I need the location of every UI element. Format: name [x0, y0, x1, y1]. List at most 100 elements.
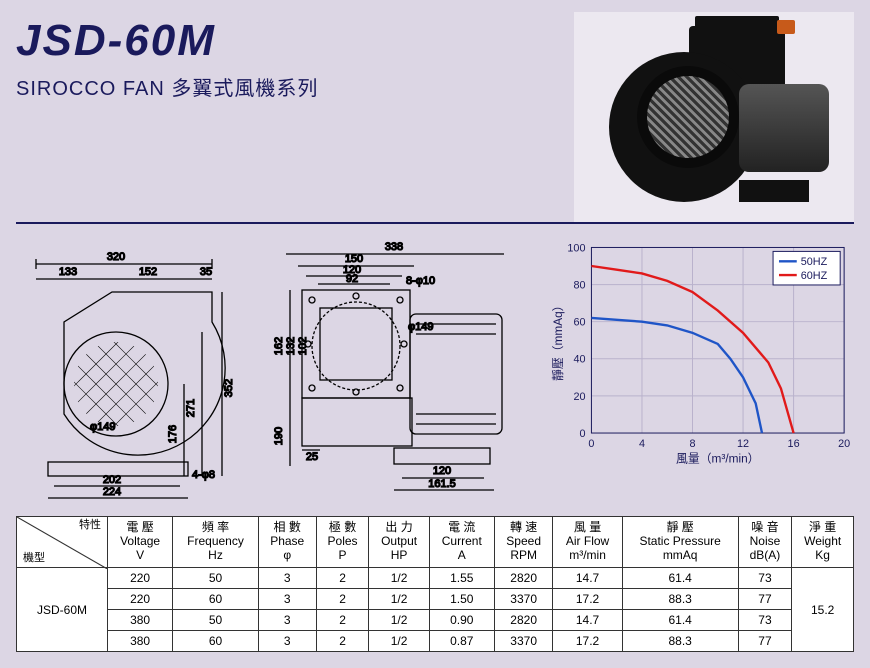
- spec-cell: 50: [173, 568, 259, 589]
- spec-cell: 380: [108, 610, 173, 631]
- title-block: JSD-60M SIROCCO FAN 多翼式風機系列: [16, 16, 318, 109]
- dim-phi149-side: φ149: [408, 321, 434, 333]
- svg-text:16: 16: [788, 438, 800, 450]
- svg-text:0: 0: [579, 428, 585, 440]
- dim-phi149-front: φ149: [90, 421, 116, 433]
- spec-cell: 77: [738, 589, 792, 610]
- svg-text:20: 20: [573, 391, 585, 403]
- col-header: 出 力OutputHP: [369, 517, 429, 568]
- dim-190: 190: [273, 427, 285, 445]
- spec-cell: 60: [173, 631, 259, 652]
- hole-8phi10: 8-φ10: [406, 275, 435, 287]
- spec-cell: 50: [173, 610, 259, 631]
- spec-cell: 3: [258, 631, 316, 652]
- table-row: JSD-60M22050321/21.55282014.761.47315.2: [17, 568, 854, 589]
- col-header: 靜 壓Static PressuremmAq: [622, 517, 738, 568]
- spec-cell: 17.2: [553, 631, 622, 652]
- dim-161-5: 161.5: [428, 478, 456, 490]
- subtitle-zh: 多翼式風機系列: [171, 78, 318, 100]
- dim-202: 202: [103, 474, 121, 486]
- technical-drawings: 320 133 152 35 φ149 352 271 176: [16, 234, 536, 504]
- dim-338: 338: [385, 241, 403, 253]
- performance-chart: 048121620020406080100風量（m³/min）靜壓（mmAq）5…: [548, 234, 854, 504]
- spec-cell: 3370: [494, 589, 553, 610]
- dim-102: 102: [297, 337, 309, 355]
- spec-cell: 0.90: [429, 610, 494, 631]
- table-row: 22060321/21.50337017.288.377: [17, 589, 854, 610]
- dim-120-base: 120: [433, 465, 451, 477]
- spec-cell: 1/2: [369, 568, 429, 589]
- spec-cell: 60: [173, 589, 259, 610]
- spec-cell: 61.4: [622, 610, 738, 631]
- col-header: 轉 速SpeedRPM: [494, 517, 553, 568]
- dim-224: 224: [103, 486, 121, 498]
- svg-text:風量（m³/min）: 風量（m³/min）: [676, 452, 759, 466]
- svg-text:靜壓（mmAq）: 靜壓（mmAq）: [551, 299, 565, 381]
- dim-176: 176: [167, 425, 179, 443]
- spec-cell: 2: [316, 568, 369, 589]
- model-title: JSD-60M: [16, 16, 318, 66]
- spec-cell: 3: [258, 589, 316, 610]
- spec-cell: 1/2: [369, 589, 429, 610]
- spec-cell: 61.4: [622, 568, 738, 589]
- spec-cell: 2: [316, 610, 369, 631]
- svg-text:60: 60: [573, 317, 585, 329]
- dim-132: 132: [285, 337, 297, 355]
- spec-cell: 2820: [494, 568, 553, 589]
- spec-cell: 380: [108, 631, 173, 652]
- col-header: 相 數Phaseφ: [258, 517, 316, 568]
- col-header: 電 流CurrentA: [429, 517, 494, 568]
- product-photo: [574, 12, 854, 222]
- spec-cell: 3: [258, 610, 316, 631]
- table-row: 38060321/20.87337017.288.377: [17, 631, 854, 652]
- svg-text:4: 4: [639, 438, 645, 450]
- spec-cell: 1/2: [369, 631, 429, 652]
- col-header: 電 壓VoltageV: [108, 517, 173, 568]
- corner-cell: 特性 機型: [17, 517, 108, 568]
- col-header: 風 量Air Flowm³/min: [553, 517, 622, 568]
- chart-svg: 048121620020406080100風量（m³/min）靜壓（mmAq）5…: [548, 234, 854, 484]
- col-header: 極 數PolesP: [316, 517, 369, 568]
- dim-162: 162: [273, 337, 285, 355]
- spec-table: 特性 機型 電 壓VoltageV頻 率FrequencyHz相 數Phaseφ…: [16, 516, 854, 652]
- svg-text:40: 40: [573, 354, 585, 366]
- spec-header-row: 特性 機型 電 壓VoltageV頻 率FrequencyHz相 數Phaseφ…: [17, 517, 854, 568]
- spec-cell: 1/2: [369, 610, 429, 631]
- spec-cell: 77: [738, 631, 792, 652]
- hole-4phi8: 4-φ8: [192, 469, 215, 481]
- subtitle-en: SIROCCO FAN: [16, 78, 165, 100]
- spec-cell: 14.7: [553, 610, 622, 631]
- model-cell: JSD-60M: [17, 568, 108, 652]
- dim-25: 25: [306, 451, 318, 463]
- corner-top: 特性: [79, 519, 101, 532]
- spec-cell: 1.55: [429, 568, 494, 589]
- fan-illustration: [609, 32, 819, 202]
- col-header: 淨 重WeightKg: [792, 517, 854, 568]
- spec-cell: 88.3: [622, 631, 738, 652]
- spec-cell: 2820: [494, 610, 553, 631]
- dim-271: 271: [185, 399, 197, 417]
- spec-cell: 220: [108, 568, 173, 589]
- dim-352: 352: [223, 379, 235, 397]
- dim-35: 35: [200, 266, 212, 278]
- svg-text:50HZ: 50HZ: [801, 256, 828, 268]
- spec-cell: 220: [108, 589, 173, 610]
- col-header: 噪 音NoisedB(A): [738, 517, 792, 568]
- subtitle: SIROCCO FAN 多翼式風機系列: [16, 72, 318, 101]
- spec-cell: 2: [316, 631, 369, 652]
- spec-cell: 14.7: [553, 568, 622, 589]
- corner-bottom: 機型: [23, 552, 45, 565]
- dim-133: 133: [59, 266, 77, 278]
- dim-320: 320: [107, 251, 125, 263]
- dim-152: 152: [139, 266, 157, 278]
- spec-cell: 3: [258, 568, 316, 589]
- dim-92: 92: [346, 273, 358, 285]
- mid-row: 320 133 152 35 φ149 352 271 176: [16, 234, 854, 504]
- spec-cell: 1.50: [429, 589, 494, 610]
- spec-cell: 17.2: [553, 589, 622, 610]
- col-header: 頻 率FrequencyHz: [173, 517, 259, 568]
- spec-cell: 88.3: [622, 589, 738, 610]
- spec-cell: 0.87: [429, 631, 494, 652]
- weight-cell: 15.2: [792, 568, 854, 652]
- svg-text:80: 80: [573, 280, 585, 292]
